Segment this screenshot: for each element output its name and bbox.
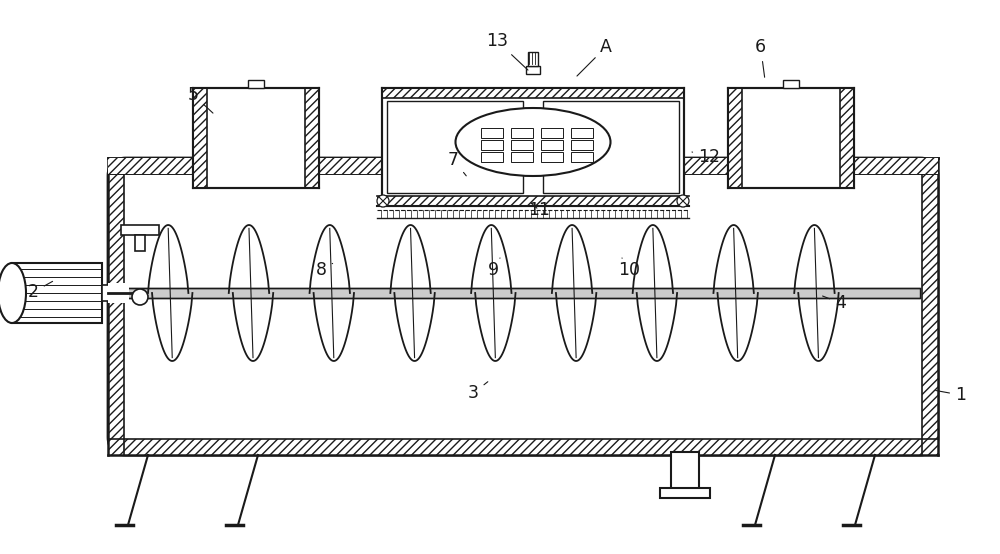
- Bar: [102, 285, 122, 301]
- Bar: [108, 283, 129, 303]
- Bar: [387, 101, 523, 193]
- Bar: [108, 158, 938, 174]
- Bar: [481, 128, 503, 138]
- Bar: [382, 88, 684, 206]
- Bar: [305, 88, 319, 188]
- Text: 7: 7: [448, 151, 466, 176]
- Text: 13: 13: [486, 32, 528, 70]
- Bar: [126, 288, 920, 298]
- Text: 11: 11: [528, 201, 550, 219]
- Bar: [108, 158, 938, 174]
- Circle shape: [377, 195, 389, 207]
- Ellipse shape: [0, 263, 26, 323]
- Bar: [571, 152, 593, 162]
- Bar: [511, 128, 533, 138]
- Bar: [660, 488, 710, 498]
- Bar: [108, 439, 938, 455]
- Bar: [12, 263, 102, 323]
- Bar: [526, 66, 540, 74]
- Bar: [543, 101, 679, 193]
- Ellipse shape: [456, 108, 610, 176]
- FancyBboxPatch shape: [108, 158, 938, 455]
- Text: A: A: [577, 38, 612, 76]
- Text: 2: 2: [28, 281, 53, 301]
- Text: 1: 1: [936, 386, 966, 404]
- Bar: [528, 52, 538, 66]
- Circle shape: [132, 289, 148, 305]
- Text: 4: 4: [823, 294, 846, 312]
- Bar: [541, 152, 563, 162]
- Bar: [840, 88, 854, 188]
- Bar: [248, 80, 264, 88]
- Bar: [124, 174, 922, 439]
- Bar: [511, 140, 533, 150]
- Bar: [571, 128, 593, 138]
- Text: 9: 9: [488, 258, 500, 279]
- Text: 8: 8: [316, 261, 333, 279]
- Bar: [382, 88, 684, 98]
- Text: 6: 6: [755, 38, 766, 77]
- Text: 3: 3: [468, 382, 488, 402]
- Text: 5: 5: [188, 86, 213, 113]
- Bar: [541, 140, 563, 150]
- Bar: [922, 158, 938, 455]
- Bar: [481, 140, 503, 150]
- Bar: [728, 88, 742, 188]
- Bar: [377, 196, 689, 206]
- Bar: [571, 140, 593, 150]
- Bar: [108, 158, 124, 455]
- Bar: [511, 152, 533, 162]
- Bar: [783, 80, 799, 88]
- Bar: [193, 88, 207, 188]
- Bar: [728, 88, 854, 188]
- Bar: [135, 235, 145, 251]
- Bar: [121, 225, 159, 235]
- Bar: [481, 152, 503, 162]
- Bar: [541, 128, 563, 138]
- Bar: [193, 88, 319, 188]
- Circle shape: [677, 195, 689, 207]
- Bar: [671, 452, 699, 492]
- Text: 10: 10: [618, 258, 640, 279]
- Text: 12: 12: [692, 148, 720, 166]
